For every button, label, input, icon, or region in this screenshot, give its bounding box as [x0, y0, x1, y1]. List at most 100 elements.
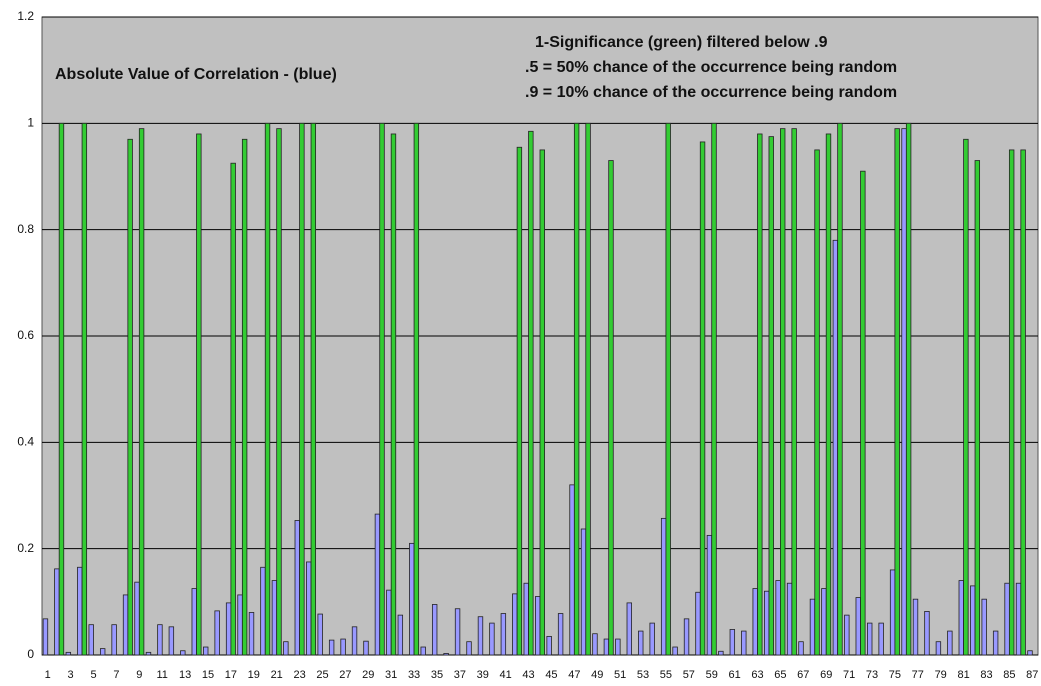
bar: [237, 594, 243, 656]
bar: [122, 594, 129, 656]
bar: [729, 629, 736, 656]
bar: [248, 612, 255, 656]
bar: [157, 624, 163, 656]
bar: [42, 618, 49, 656]
bar: [585, 122, 591, 656]
x-tick-label: 53: [637, 669, 649, 681]
x-tick-label: 11: [156, 669, 167, 681]
bar: [867, 622, 873, 656]
bar: [970, 585, 976, 656]
bar: [825, 133, 832, 656]
y-tick-label: 1: [27, 116, 34, 130]
x-tick-label: 3: [68, 669, 74, 681]
bar: [557, 613, 564, 656]
bar: [294, 520, 300, 656]
bar: [77, 566, 83, 656]
annotation: 1-Significance (green) filtered below .9: [535, 34, 828, 51]
bar: [905, 122, 912, 656]
bar: [374, 513, 381, 656]
bar: [443, 653, 449, 656]
bar: [878, 622, 884, 656]
x-tick-label: 73: [866, 669, 878, 681]
x-tick-label: 13: [179, 669, 191, 681]
bar: [351, 626, 358, 656]
bar: [821, 588, 827, 656]
bar: [397, 614, 404, 656]
x-tick-label: 31: [385, 669, 397, 681]
bar: [512, 593, 518, 656]
bar: [947, 630, 953, 656]
x-tick-label: 61: [728, 669, 740, 681]
bar: [241, 138, 248, 656]
bar: [54, 568, 60, 656]
bar: [283, 641, 289, 656]
bar: [592, 633, 598, 656]
bar: [1004, 582, 1010, 656]
x-tick-label: 5: [90, 669, 96, 681]
bar: [660, 517, 667, 656]
bar: [489, 622, 495, 656]
bar: [88, 624, 94, 656]
bar: [180, 650, 186, 656]
bar: [768, 136, 774, 656]
x-tick-label: 83: [980, 669, 992, 681]
bar: [134, 581, 140, 656]
bar: [477, 616, 484, 656]
bar: [168, 626, 175, 656]
bar: [317, 613, 323, 656]
bar: [500, 613, 507, 656]
bar: [390, 133, 397, 656]
x-tick-label: 81: [957, 669, 969, 681]
x-tick-label: 1: [45, 669, 51, 681]
x-tick-label: 23: [293, 669, 305, 681]
bar: [603, 638, 610, 656]
x-tick-label: 87: [1026, 669, 1038, 681]
x-tick-label: 17: [225, 669, 237, 681]
x-tick-label: 55: [660, 669, 672, 681]
bar: [695, 591, 701, 656]
bar: [855, 597, 861, 656]
bar: [752, 588, 758, 656]
x-tick-label: 51: [614, 669, 626, 681]
bar: [775, 580, 781, 656]
x-tick-label: 85: [1003, 669, 1015, 681]
bar: [718, 650, 724, 656]
bar: [889, 569, 896, 656]
x-tick-label: 45: [545, 669, 557, 681]
bar: [535, 596, 541, 656]
annotation: .5 = 50% chance of the occurrence being …: [525, 59, 897, 76]
bar: [196, 133, 202, 656]
bar: [516, 146, 523, 656]
x-tick-label: 25: [316, 669, 328, 681]
bar: [912, 598, 919, 656]
bar: [672, 646, 678, 656]
bar: [138, 128, 145, 656]
bar: [340, 638, 346, 656]
y-tick-label: 0: [27, 647, 34, 661]
x-tick-label: 39: [477, 669, 489, 681]
x-tick-label: 33: [408, 669, 420, 681]
bar: [299, 122, 305, 656]
bar: [409, 542, 415, 656]
x-tick-label: 37: [454, 669, 466, 681]
x-tick-label: 35: [431, 669, 443, 681]
bar: [260, 566, 266, 656]
bar: [837, 122, 843, 656]
bar: [276, 128, 282, 656]
x-tick-label: 65: [774, 669, 786, 681]
bar: [420, 646, 426, 656]
x-tick-label: 21: [271, 669, 283, 681]
bar: [791, 128, 797, 656]
bar: [992, 630, 999, 656]
bar: [844, 614, 850, 656]
bar: [546, 635, 552, 656]
bar: [786, 582, 793, 656]
bar: [1008, 149, 1015, 656]
bar: [615, 638, 621, 656]
bar: [757, 133, 763, 656]
bar: [981, 598, 987, 656]
bar: [798, 641, 804, 656]
bar: [958, 580, 964, 656]
bar: [780, 128, 786, 656]
